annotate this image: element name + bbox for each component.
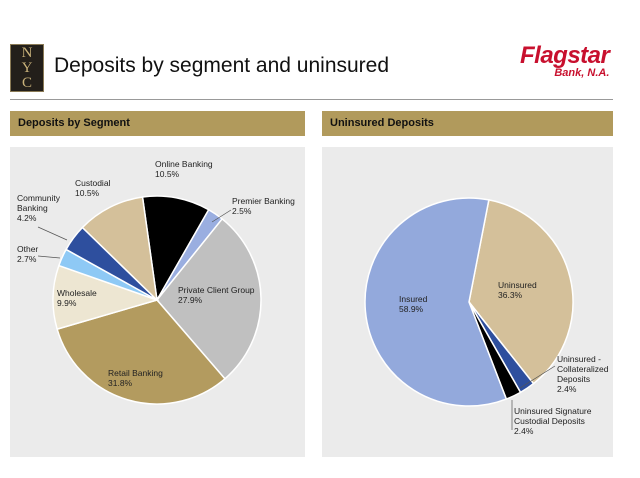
- pie-slice-insured: [364, 197, 508, 407]
- slice-label: Retail Banking 31.8%: [108, 368, 163, 388]
- slice-label: Custodial 10.5%: [75, 178, 111, 198]
- divider: [10, 99, 613, 100]
- leader-line: [519, 365, 556, 389]
- segment-chart-header: Deposits by Segment: [10, 111, 305, 136]
- pie-slice-private-client-group: [156, 217, 262, 380]
- slice-label: Premier Banking 2.5%: [232, 196, 295, 216]
- flagstar-logo: Flagstar Bank, N.A.: [520, 42, 610, 79]
- slice-label: Uninsured Signature Custodial Deposits 2.4…: [514, 406, 592, 436]
- slice-label: Community Banking 4.2%: [17, 193, 61, 223]
- pie-slice-retail-banking: [56, 299, 226, 405]
- pie-slice-custodial: [81, 196, 159, 303]
- slice-label: Wholesale 9.9%: [57, 288, 97, 308]
- slice-label: Private Client Group 27.9%: [178, 285, 255, 305]
- page-title: Deposits by segment and uninsured: [54, 54, 390, 77]
- leader-line: [211, 209, 232, 223]
- slice-label: Uninsured 36.3%: [498, 280, 537, 300]
- slice-label: Online Banking 10.5%: [155, 159, 213, 179]
- leader-line: [37, 255, 61, 259]
- uninsured-chart-header: Uninsured Deposits: [322, 111, 613, 136]
- pie-slice-online-banking: [141, 195, 210, 303]
- slice-label: Uninsured -Collateralized Deposits 2.4%: [557, 354, 609, 394]
- leader-line: [37, 226, 68, 241]
- pie-slice-uninsured: [468, 199, 574, 385]
- slice-label: Other 2.7%: [17, 244, 38, 264]
- slice-label: Insured 58.9%: [399, 294, 428, 314]
